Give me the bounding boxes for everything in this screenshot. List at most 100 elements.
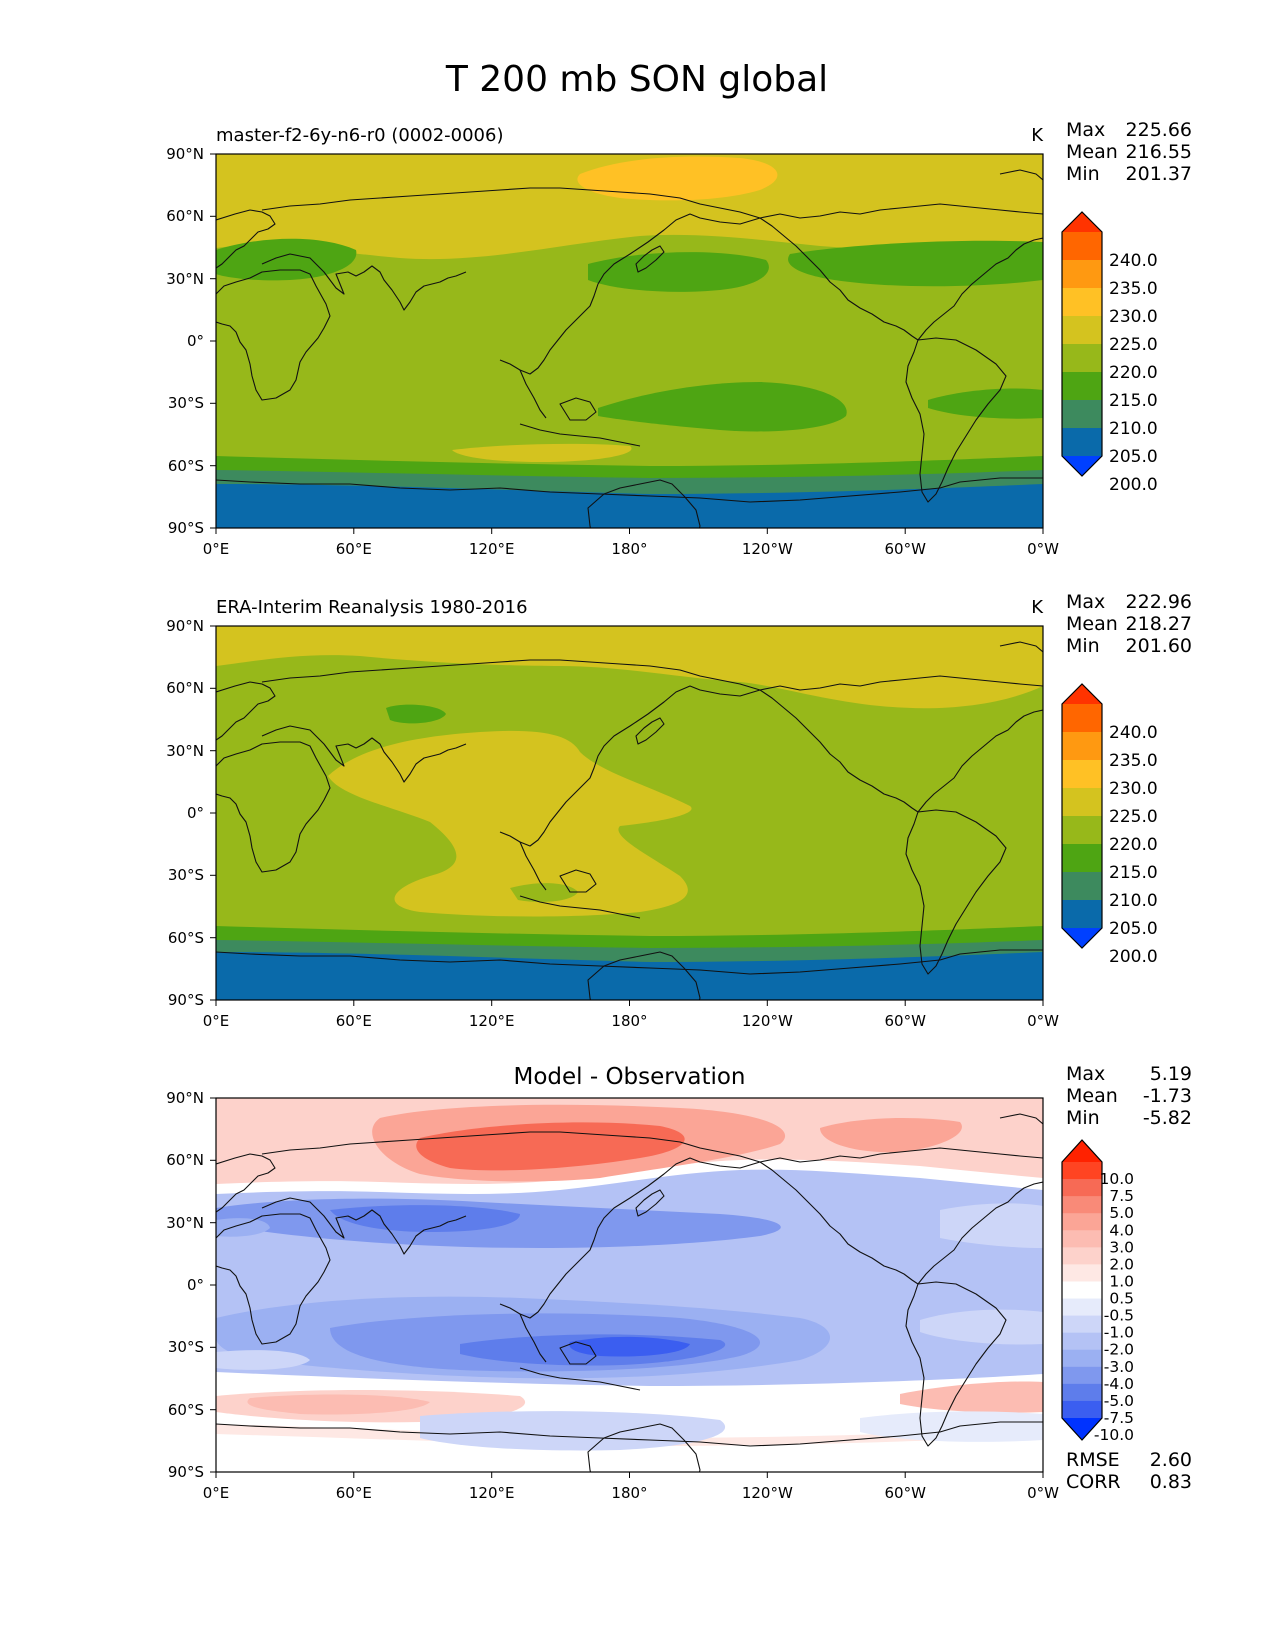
colorbar-tick-label: 10.0 [1099, 1170, 1134, 1188]
colorbar-segment [1062, 1332, 1102, 1351]
colorbar-tick-label: 200.0 [1109, 475, 1158, 495]
y-tick-label: 60°S [168, 457, 204, 475]
units-label: K [1031, 597, 1044, 618]
colorbar-extend-bottom [1062, 456, 1102, 476]
colorbar-tick-label: 210.0 [1109, 891, 1158, 911]
colorbar-tick-label: 205.0 [1109, 447, 1158, 467]
corr-label: CORR [1066, 1471, 1121, 1493]
y-tick-label: 0° [187, 804, 204, 822]
colorbar-tick-label: -5.0 [1104, 1392, 1134, 1410]
x-tick-label: 120°W [742, 1012, 793, 1030]
map-field [216, 626, 1043, 1000]
panel-title: master-f2-6y-n6-r0 (0002-0006) [216, 125, 503, 146]
x-tick-label: 0°W [1027, 1012, 1059, 1030]
colorbar-tick-label: 240.0 [1109, 251, 1158, 271]
colorbar-segment [1062, 260, 1102, 289]
x-tick-label: 180° [611, 1012, 647, 1030]
map-field [216, 1098, 1043, 1472]
colorbar: 10.07.55.04.03.02.01.00.5-0.5-1.0-2.0-3.… [1061, 1139, 1134, 1444]
stat-min-value: 201.37 [1126, 163, 1192, 185]
colorbar-tick-label: 215.0 [1109, 863, 1158, 883]
colorbar-segment [1062, 1247, 1102, 1265]
map-field [216, 154, 1043, 528]
colorbar-tick-label: -10.0 [1094, 1426, 1134, 1444]
stat-mean-value: -1.73 [1143, 1085, 1192, 1107]
colorbar-segment [1062, 1162, 1102, 1180]
colorbar-outline [1061, 1139, 1103, 1441]
stat-min-value: -5.82 [1143, 1107, 1192, 1129]
x-tick-label: 120°E [469, 1484, 515, 1502]
colorbar-tick-label: 230.0 [1109, 779, 1158, 799]
y-tick-label: 30°N [166, 742, 204, 760]
colorbar-segment [1062, 1315, 1102, 1334]
stats-block: Max 225.66 Mean 216.55 Min 201.37 [1066, 119, 1192, 185]
y-tick-label: 60°S [168, 929, 204, 947]
colorbar-segment [1062, 1400, 1102, 1419]
colorbar-tick-label: 215.0 [1109, 391, 1158, 411]
y-tick-label: 30°N [166, 1214, 204, 1232]
colorbar-tick-label: -4.0 [1104, 1375, 1134, 1393]
y-tick-label: 60°N [166, 679, 204, 697]
panel-difference: Model - Observation [166, 1063, 1192, 1502]
x-tick-label: 180° [611, 540, 647, 558]
colorbar-segment [1062, 1179, 1102, 1197]
colorbar-tick-label: 5.0 [1109, 1204, 1134, 1222]
stat-mean-value: 218.27 [1126, 613, 1192, 635]
y-tick-label: 30°S [168, 1338, 204, 1356]
colorbar-segment [1062, 1383, 1102, 1402]
x-tick-label: 0°W [1027, 540, 1059, 558]
stat-mean-label: Mean [1066, 141, 1118, 163]
stat-max-label: Max [1066, 591, 1105, 613]
x-axis: 0°E 60°E 120°E 180° 120°W 60°W 0°W [203, 528, 1059, 558]
colorbar-segment [1062, 1281, 1102, 1300]
panel-title: ERA-Interim Reanalysis 1980-2016 [216, 597, 528, 618]
colorbar-segment [1062, 760, 1102, 789]
colorbar-tick-label: 220.0 [1109, 835, 1158, 855]
colorbar-extend-top [1062, 684, 1102, 704]
colorbar-tick-label: -3.0 [1104, 1358, 1134, 1376]
x-tick-label: 0°E [203, 1484, 230, 1502]
x-tick-label: 120°E [469, 1012, 515, 1030]
colorbar-segment [1062, 900, 1102, 929]
colorbar-segment [1062, 1264, 1102, 1282]
x-tick-label: 60°W [884, 1012, 926, 1030]
stat-min-label: Min [1066, 163, 1100, 185]
stats-block: Max 5.19 Mean -1.73 Min -5.82 [1066, 1063, 1192, 1129]
x-tick-label: 60°E [336, 540, 372, 558]
stat-min-value: 201.60 [1126, 635, 1192, 657]
x-tick-label: 120°W [742, 540, 793, 558]
y-axis: 90°N 60°N 30°N 0° 30°S 60°S 90°S [166, 1089, 216, 1481]
x-tick-label: 60°W [884, 1484, 926, 1502]
y-axis: 90°N 60°N 30°N 0° 30°S 60°S 90°S [166, 617, 216, 1009]
colorbar-segment [1062, 1298, 1102, 1317]
y-tick-label: 30°N [166, 270, 204, 288]
stat-mean-label: Mean [1066, 1085, 1118, 1107]
colorbar-segment [1062, 1230, 1102, 1248]
colorbar-tick-label: 7.5 [1109, 1187, 1134, 1205]
x-axis: 0°E 60°E 120°E 180° 120°W 60°W 0°W [203, 1472, 1059, 1502]
colorbar-segment [1062, 288, 1102, 317]
y-tick-label: 90°N [166, 145, 204, 163]
colorbar-extend-bottom [1062, 928, 1102, 948]
figure-title: T 200 mb SON global [445, 59, 828, 100]
colorbar-segment [1062, 1366, 1102, 1385]
stat-mean-label: Mean [1066, 613, 1118, 635]
colorbar-tick-label: 2.0 [1109, 1255, 1134, 1273]
x-tick-label: 120°E [469, 540, 515, 558]
colorbar-segment [1062, 372, 1102, 401]
colorbar-outline [1061, 683, 1103, 949]
colorbar-extend-bottom [1062, 1418, 1102, 1440]
colorbar-tick-label: -7.5 [1104, 1409, 1134, 1427]
colorbar-segment [1062, 872, 1102, 901]
colorbar-tick-label: 0.5 [1109, 1290, 1134, 1308]
rmse-label: RMSE [1066, 1449, 1120, 1471]
colorbar-segment [1062, 428, 1102, 457]
panel-observation: ERA-Interim Reanalysis 1980-2016 K 90°N … [166, 591, 1192, 1030]
colorbar-extend-top [1062, 212, 1102, 232]
y-tick-label: 60°S [168, 1401, 204, 1419]
colorbar-tick-label: 205.0 [1109, 919, 1158, 939]
x-tick-label: 0°E [203, 540, 230, 558]
y-tick-label: 90°N [166, 617, 204, 635]
stat-max-value: 222.96 [1126, 591, 1192, 613]
